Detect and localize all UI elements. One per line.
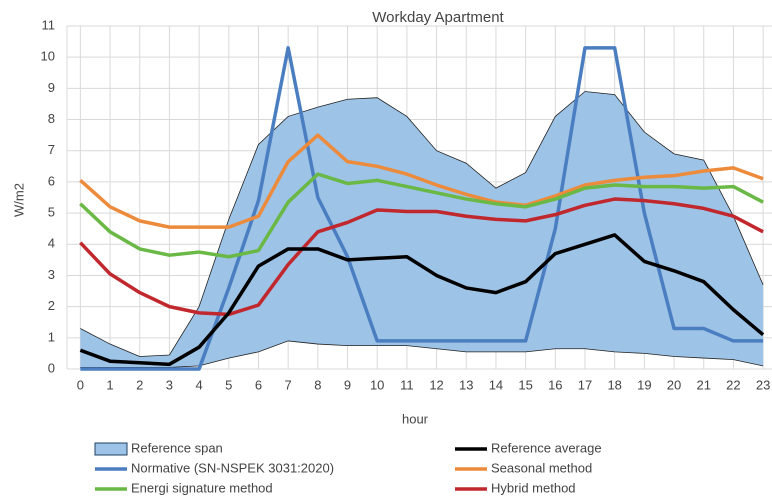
x-tick-label: 10: [370, 377, 384, 392]
legend-label: Seasonal method: [491, 460, 592, 475]
y-tick-label: 3: [48, 267, 55, 282]
x-tick-label: 14: [489, 377, 503, 392]
x-tick-label: 13: [459, 377, 473, 392]
y-tick-label: 9: [48, 80, 55, 95]
span-upper-edge: [80, 91, 764, 357]
x-tick-label: 18: [607, 377, 621, 392]
x-tick-label: 16: [548, 377, 562, 392]
legend-label: Energi signature method: [131, 480, 273, 495]
y-tick-label: 0: [48, 360, 55, 375]
x-tick-label: 0: [77, 377, 84, 392]
x-tick-label: 15: [518, 377, 532, 392]
x-tick-label: 2: [136, 377, 143, 392]
x-tick-label: 11: [400, 377, 414, 392]
x-tick-label: 7: [285, 377, 292, 392]
y-axis-label: W/m2: [11, 183, 26, 217]
series-line: [79, 172, 764, 259]
reference-span: [80, 91, 764, 368]
x-tick-label: 8: [314, 377, 321, 392]
x-axis-label: hour: [402, 411, 429, 426]
legend-label: Reference span: [131, 440, 223, 455]
y-tick-label: 10: [41, 49, 55, 64]
y-tick-label: 11: [42, 17, 56, 32]
x-tick-label: 6: [255, 377, 262, 392]
x-tick-label: 9: [344, 377, 351, 392]
y-tick-label: 8: [48, 111, 55, 126]
x-tick-label: 3: [166, 377, 173, 392]
y-tick-label: 4: [48, 236, 55, 251]
y-tick-label: 7: [48, 142, 55, 157]
chart-title: Workday Apartment: [372, 9, 504, 26]
series-line: [80, 46, 764, 371]
x-tick-label: 12: [429, 377, 443, 392]
y-tick-label: 6: [48, 173, 55, 188]
y-tick-label: 1: [48, 329, 55, 344]
x-tick-label: 23: [756, 377, 770, 392]
legend-swatch: [94, 442, 128, 456]
x-tick-label: 20: [667, 377, 681, 392]
series-line: [79, 133, 764, 229]
legend-label: Normative (SN-NSPEK 3031:2020): [131, 460, 334, 475]
x-tick-label: 17: [578, 377, 592, 392]
legend-label: Hybrid method: [491, 480, 576, 495]
legend-label: Reference average: [491, 440, 602, 455]
x-tick-label: 21: [696, 377, 710, 392]
series-line: [79, 233, 765, 367]
x-tick-label: 5: [225, 377, 232, 392]
series-line: [79, 197, 764, 317]
x-tick-label: 19: [637, 377, 651, 392]
span-lower-edge: [80, 340, 764, 368]
x-tick-label: 4: [195, 377, 202, 392]
y-tick-label: 5: [48, 205, 55, 220]
x-tick-label: 22: [726, 377, 740, 392]
y-tick-label: 2: [48, 298, 55, 313]
x-tick-label: 1: [106, 377, 113, 392]
